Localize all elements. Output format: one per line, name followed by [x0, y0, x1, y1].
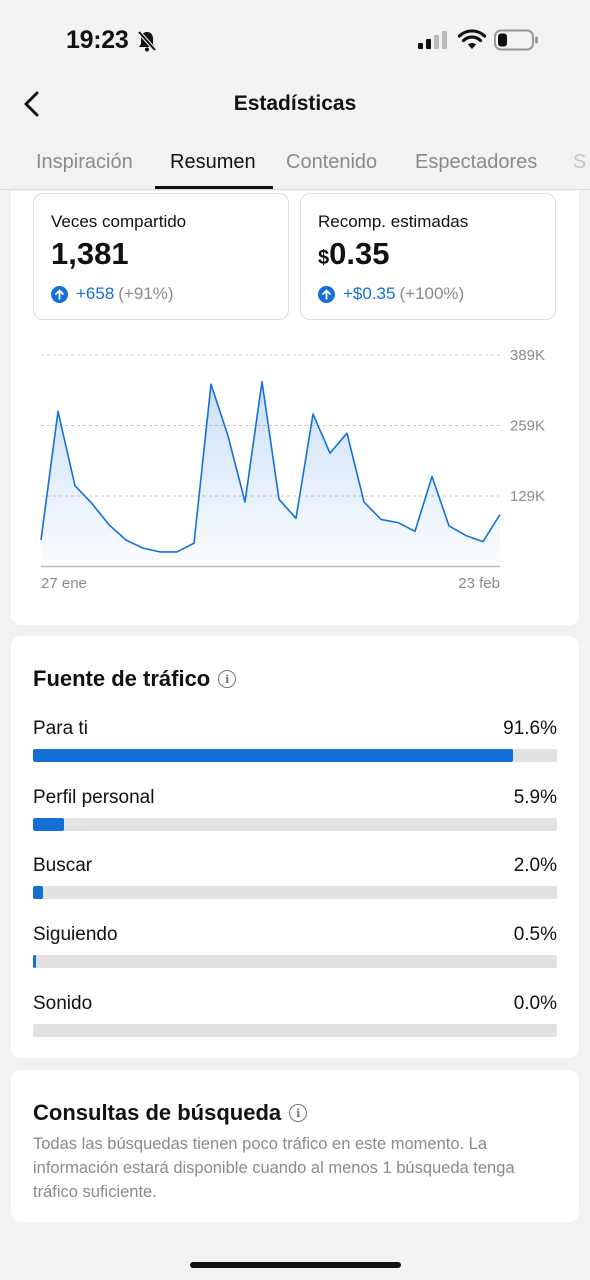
- stat-change: +$0.35 (+100%): [318, 284, 464, 304]
- tab-contenido[interactable]: Contenido: [286, 151, 378, 173]
- info-icon[interactable]: i: [289, 1104, 308, 1122]
- x-tick-label: 27 ene: [41, 575, 87, 592]
- traffic-source-name: Siguiendo: [33, 924, 118, 946]
- traffic-row: Siguiendo 0.5%: [33, 924, 557, 984]
- tab-resumen[interactable]: Resumen: [170, 151, 256, 173]
- progress-fill: [33, 749, 513, 762]
- y-tick-label: 259K: [510, 418, 545, 435]
- tab-more[interactable]: S: [573, 151, 587, 173]
- battery-low-icon: [494, 29, 538, 51]
- progress-fill: [33, 886, 44, 900]
- progress-track: [33, 955, 557, 969]
- stat-change: +658 (+91%): [51, 284, 174, 304]
- progress-track: [33, 749, 557, 762]
- traffic-source-percent: 5.9%: [513, 786, 557, 808]
- status-time: 19:23: [66, 26, 129, 54]
- tab-bar: Inspiración Resumen Contenido Espectador…: [0, 140, 590, 190]
- status-bar: 19:23: [0, 0, 590, 80]
- progress-track: [33, 886, 557, 900]
- traffic-source-percent: 0.0%: [513, 992, 557, 1014]
- traffic-source-card: Fuente de tráfico i Para ti 91.6% Perfil p…: [11, 636, 579, 1058]
- wifi-icon: [458, 29, 486, 49]
- traffic-source-percent: 2.0%: [513, 855, 557, 877]
- chart-area: [41, 381, 500, 566]
- progress-fill: [33, 817, 64, 831]
- tab-inspiracion[interactable]: Inspiración: [36, 151, 133, 173]
- y-tick-label: 129K: [510, 488, 545, 505]
- home-indicator[interactable]: [190, 1262, 401, 1268]
- traffic-row: Para ti 91.6%: [33, 718, 557, 778]
- arrow-up-icon: [318, 285, 335, 303]
- stat-label: Recomp. estimadas: [318, 212, 469, 231]
- progress-track: [33, 817, 557, 831]
- nav-bar: Estadísticas: [0, 80, 590, 130]
- search-description: Todas las búsquedas tienen poco tráfico …: [33, 1135, 515, 1201]
- shares-chart: 389K 259K 129K 27 ene 23 feb: [40, 347, 545, 592]
- search-queries-card: Consultas de búsqueda i Todas las búsque…: [11, 1070, 579, 1222]
- info-icon[interactable]: i: [218, 670, 237, 688]
- chart-line: [40, 380, 501, 553]
- traffic-title: Fuente de tráfico i: [33, 666, 237, 692]
- traffic-row: Buscar 2.0%: [33, 855, 557, 915]
- cellular-signal-icon: [418, 31, 447, 49]
- bell-slash-icon: [137, 30, 157, 52]
- traffic-row: Perfil personal 5.9%: [33, 787, 557, 847]
- progress-track: [33, 1023, 557, 1037]
- y-tick-label: 389K: [510, 347, 545, 364]
- arrow-up-icon: [51, 285, 68, 303]
- traffic-source-percent: 91.6%: [503, 718, 557, 739]
- stat-card-shares[interactable]: Veces compartido 1,381 +658 (+91%): [33, 193, 289, 320]
- chevron-left-icon[interactable]: [18, 88, 50, 120]
- traffic-source-name: Buscar: [33, 855, 93, 877]
- traffic-row: Sonido 0.0%: [33, 993, 557, 1053]
- stat-card-rewards[interactable]: Recomp. estimadas $0.35 +$0.35 (+100%): [300, 193, 556, 320]
- stat-value: $0.35: [318, 236, 390, 271]
- traffic-source-percent: 0.5%: [513, 924, 557, 946]
- traffic-source-name: Para ti: [33, 718, 88, 739]
- stat-value: 1,381: [51, 236, 129, 271]
- active-tab-indicator: [155, 186, 273, 189]
- stat-label: Veces compartido: [51, 212, 187, 231]
- overview-card: Veces compartido 1,381 +658 (+91%) Recom…: [11, 191, 579, 625]
- progress-fill: [33, 955, 36, 969]
- tab-espectadores[interactable]: Espectadores: [415, 151, 538, 173]
- traffic-source-name: Perfil personal: [33, 786, 155, 808]
- x-tick-label: 23 feb: [458, 575, 500, 592]
- traffic-source-name: Sonido: [33, 992, 93, 1014]
- search-title: Consultas de búsqueda i: [33, 1100, 308, 1126]
- page-title: Estadísticas: [233, 92, 357, 115]
